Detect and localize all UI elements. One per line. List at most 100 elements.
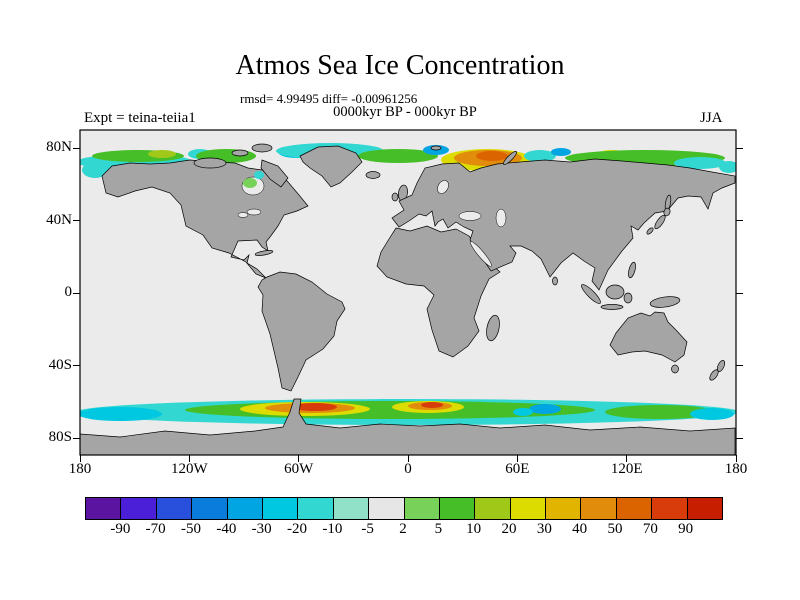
ice-blob	[254, 171, 264, 179]
period-label: 0000kyr BP - 000kyr BP	[333, 104, 477, 120]
lon-tick-label: 180	[724, 461, 748, 477]
colorbar-tick-label: 40	[572, 521, 588, 537]
lon-tick-label: 120W	[170, 461, 208, 477]
colorbar-tick-label: 2	[399, 521, 407, 537]
colorbar-segment	[121, 498, 157, 519]
lon-tick-label: 120E	[610, 461, 643, 477]
colorbar-tick-label: 50	[607, 521, 623, 537]
novaya-zemlya	[503, 151, 517, 165]
colorbar-tick-label: -70	[145, 521, 166, 537]
madagascar	[486, 314, 500, 342]
japan-kyushu	[646, 227, 654, 235]
colorbar-segment	[369, 498, 405, 519]
colorbar-segment	[404, 498, 440, 519]
colorbar-segment	[687, 498, 723, 519]
ice-blob	[719, 161, 736, 173]
japan-honshu	[654, 214, 666, 230]
lat-tick-mark	[736, 220, 743, 221]
colorbar-tick-label: 20	[501, 521, 517, 537]
iceland	[365, 171, 381, 179]
new-guinea	[649, 296, 681, 308]
sri-lanka	[552, 276, 558, 286]
ice-blob	[148, 150, 176, 158]
baltic-sea	[437, 180, 449, 194]
ice-blob	[82, 162, 108, 178]
ice-blob	[358, 149, 438, 163]
season-label: JJA	[700, 110, 723, 126]
colorbar-segment	[475, 498, 511, 519]
lon-tick-label: 60E	[505, 461, 530, 477]
japan-hokkaido	[663, 207, 671, 217]
colorbar-segment	[333, 498, 370, 519]
colorbar-tick-label: -40	[216, 521, 237, 537]
colorbar-tick-label: -90	[110, 521, 131, 537]
island-victoria-banks	[193, 157, 227, 169]
ice-blob	[529, 404, 561, 414]
south-america	[257, 271, 346, 392]
colorbar-tick-label: -20	[287, 521, 307, 537]
eurasia	[391, 158, 736, 291]
colorbar-tick-label: 70	[642, 521, 658, 537]
lat-tick-mark	[736, 292, 743, 294]
ice-blob	[243, 178, 257, 188]
lat-tick-label: 80S	[48, 429, 72, 445]
colorbar-segment	[86, 498, 122, 519]
lon-tick-label: 0	[404, 461, 412, 477]
island-ellesmere	[251, 143, 273, 153]
java	[600, 304, 624, 310]
lat-tick-mark	[736, 147, 743, 149]
tasmania	[671, 364, 679, 374]
lon-tick-mark	[626, 455, 628, 462]
colorbar-tick-label: 90	[678, 521, 694, 537]
colorbar-segment	[510, 498, 547, 519]
ice-blob	[605, 405, 715, 419]
ice-blob	[690, 408, 734, 420]
lat-tick-label: 40N	[46, 211, 72, 228]
island-baffin	[260, 159, 289, 188]
lon-tick-mark	[188, 455, 190, 462]
colorbar-tick-label: 10	[466, 521, 482, 537]
lat-tick-mark	[73, 147, 80, 149]
lat-tick-mark	[736, 437, 743, 439]
lon-tick-label: 180	[68, 461, 92, 477]
colorbar	[85, 497, 723, 520]
lat-tick-mark	[73, 292, 80, 294]
svalbard	[430, 145, 442, 151]
colorbar-tick-label: -50	[181, 521, 201, 537]
philippines	[628, 261, 636, 279]
colorbar-segment	[439, 498, 476, 519]
ice-blob	[524, 150, 556, 162]
colorbar-segment	[192, 498, 228, 519]
sulawesi	[623, 292, 633, 304]
lon-tick-mark	[407, 455, 409, 462]
black-sea	[458, 211, 482, 221]
lat-tick-mark	[73, 220, 80, 221]
sumatra	[581, 284, 601, 304]
new-zealand-south	[709, 369, 719, 381]
lat-tick-mark	[73, 437, 80, 439]
lat-tick-mark	[73, 365, 80, 366]
colorbar-segment	[652, 498, 688, 519]
lon-tick-mark	[79, 455, 81, 462]
ice-blob	[476, 151, 508, 161]
great-lakes	[246, 208, 262, 216]
lat-tick-label: 40S	[48, 356, 72, 373]
colorbar-segment	[227, 498, 263, 519]
colorbar-segment	[156, 498, 193, 519]
inland-water-layer	[237, 171, 507, 267]
colorbar-tick-label: -30	[251, 521, 272, 537]
cuba	[254, 250, 274, 256]
lon-tick-mark	[298, 455, 300, 462]
ice-blob	[421, 402, 443, 408]
ice-blob	[674, 157, 726, 169]
colorbar-segment	[262, 498, 299, 519]
colorbar-tick-label: -5	[361, 521, 374, 537]
stats-line: rmsd= 4.99495 diff= -0.00961256	[240, 91, 418, 106]
ice-blob	[513, 408, 533, 416]
lat-tick-label: 80N	[46, 139, 72, 155]
lon-tick-mark	[516, 455, 518, 462]
ice-blob	[551, 148, 571, 156]
colorbar-segment	[616, 498, 653, 519]
lat-tick-label: 0	[64, 284, 73, 300]
